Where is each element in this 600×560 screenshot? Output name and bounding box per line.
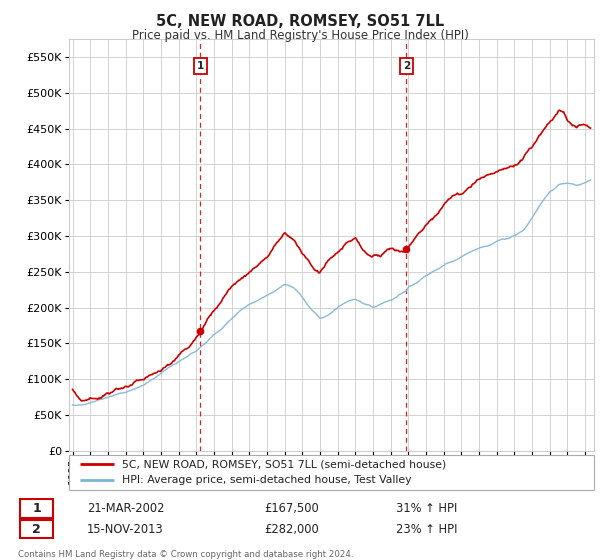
Text: Contains HM Land Registry data © Crown copyright and database right 2024.
This d: Contains HM Land Registry data © Crown c… [18,550,353,560]
Text: £167,500: £167,500 [264,502,319,515]
Text: £282,000: £282,000 [264,522,319,536]
Text: 2: 2 [32,522,41,536]
Text: Price paid vs. HM Land Registry's House Price Index (HPI): Price paid vs. HM Land Registry's House … [131,29,469,42]
FancyBboxPatch shape [20,520,53,538]
Text: 15-NOV-2013: 15-NOV-2013 [87,522,164,536]
FancyBboxPatch shape [20,500,53,517]
Text: 5C, NEW ROAD, ROMSEY, SO51 7LL: 5C, NEW ROAD, ROMSEY, SO51 7LL [156,14,444,29]
Text: 5C, NEW ROAD, ROMSEY, SO51 7LL (semi-detached house): 5C, NEW ROAD, ROMSEY, SO51 7LL (semi-det… [121,459,446,469]
Text: 1: 1 [32,502,41,515]
Text: 2: 2 [403,61,410,71]
Text: 21-MAR-2002: 21-MAR-2002 [87,502,164,515]
Text: 31% ↑ HPI: 31% ↑ HPI [396,502,457,515]
Text: HPI: Average price, semi-detached house, Test Valley: HPI: Average price, semi-detached house,… [121,475,411,486]
Text: 23% ↑ HPI: 23% ↑ HPI [396,522,458,536]
Text: 1: 1 [197,61,204,71]
FancyBboxPatch shape [69,455,594,490]
